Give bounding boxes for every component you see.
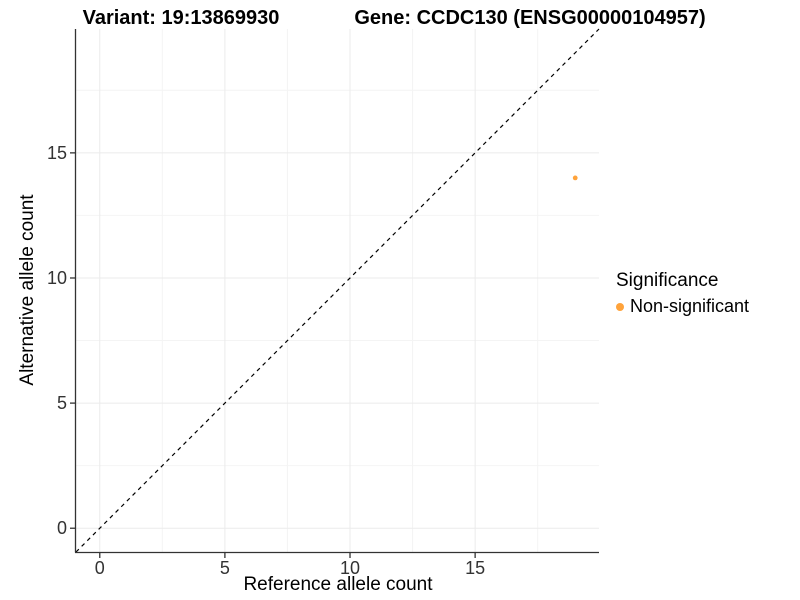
- x-tick-label: 10: [340, 558, 360, 578]
- plot-title-variant: Variant: 19:13869930: [82, 7, 280, 29]
- identity-line: [75, 28, 600, 553]
- legend: Significance Non-significant: [616, 270, 749, 317]
- x-tick-label: 15: [465, 558, 485, 578]
- y-axis-title: Alternative allele count: [17, 194, 38, 386]
- legend-item-label: Non-significant: [630, 296, 750, 316]
- legend-dot-icon: [616, 302, 624, 311]
- y-tick-label: 0: [57, 518, 67, 538]
- legend-title: Significance: [616, 270, 719, 291]
- y-tick-label: 10: [47, 268, 67, 288]
- x-axis-title: Reference allele count: [243, 574, 433, 595]
- y-tick-label: 5: [57, 393, 67, 413]
- plot-title-gene: Gene: CCDC130 (ENSG00000104957): [354, 7, 706, 29]
- x-tick-label: 0: [95, 558, 105, 578]
- legend-item-non-significant: Non-significant: [616, 296, 749, 317]
- x-tick-label: 5: [220, 558, 230, 578]
- data-point: [572, 175, 578, 181]
- y-tick-label: 15: [47, 143, 67, 163]
